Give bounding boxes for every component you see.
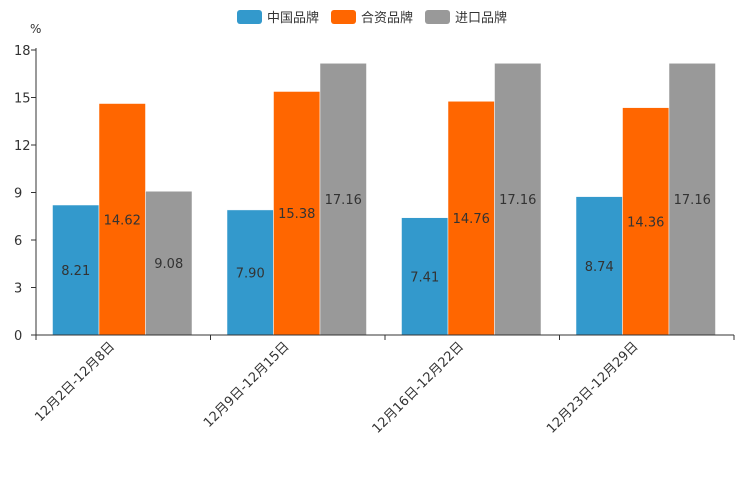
bar xyxy=(98,103,146,336)
y-tick-label: 18 xyxy=(14,44,31,59)
legend-swatch-import xyxy=(425,9,450,24)
data-label: 14.76 xyxy=(453,212,490,227)
data-label: 7.41 xyxy=(410,270,439,285)
bar xyxy=(273,91,321,336)
bar xyxy=(145,190,193,336)
bar xyxy=(575,196,623,336)
bar xyxy=(319,63,367,336)
legend-label-joint: 合资品牌 xyxy=(360,11,413,26)
bar xyxy=(447,101,495,336)
bar xyxy=(622,107,670,336)
data-label: 14.36 xyxy=(627,215,664,230)
legend: 中国品牌 合资品牌 进口品牌 xyxy=(0,7,744,26)
data-label: 17.16 xyxy=(674,193,711,208)
data-label: 9.08 xyxy=(154,257,183,272)
y-tick-label: 3 xyxy=(14,282,22,297)
data-label: 14.62 xyxy=(104,213,141,228)
y-tick-label: 12 xyxy=(14,139,31,154)
bar xyxy=(226,209,274,336)
y-tick-label: 9 xyxy=(14,187,22,202)
legend-label-import: 进口品牌 xyxy=(455,11,508,26)
y-tick-label: 6 xyxy=(14,234,22,249)
y-tick-label: 0 xyxy=(14,329,22,344)
legend-swatch-china xyxy=(236,9,262,24)
bar xyxy=(401,217,449,336)
legend-label-china: 中国品牌 xyxy=(266,11,319,26)
data-label: 17.16 xyxy=(325,193,362,208)
x-tick-label: 12月23日-12月29日 xyxy=(544,339,641,436)
legend-item-china[interactable]: 中国品牌 xyxy=(236,7,319,26)
data-label: 8.74 xyxy=(585,260,614,275)
bar xyxy=(494,63,542,336)
data-label: 8.21 xyxy=(61,264,90,279)
legend-swatch-joint xyxy=(330,9,356,24)
data-label: 7.90 xyxy=(236,266,265,281)
x-tick-label: 12月16日-12月22日 xyxy=(370,339,467,436)
y-tick-label: 15 xyxy=(14,92,31,107)
data-label: 15.38 xyxy=(278,207,315,222)
x-tick-label: 12月9日-12月15日 xyxy=(201,339,293,431)
data-label: 17.16 xyxy=(499,193,536,208)
legend-item-import[interactable]: 进口品牌 xyxy=(425,7,507,26)
x-tick-label: 12月2日-12月8日 xyxy=(32,339,118,425)
y-axis-unit: % xyxy=(30,22,42,36)
legend-item-joint[interactable]: 合资品牌 xyxy=(330,7,413,26)
